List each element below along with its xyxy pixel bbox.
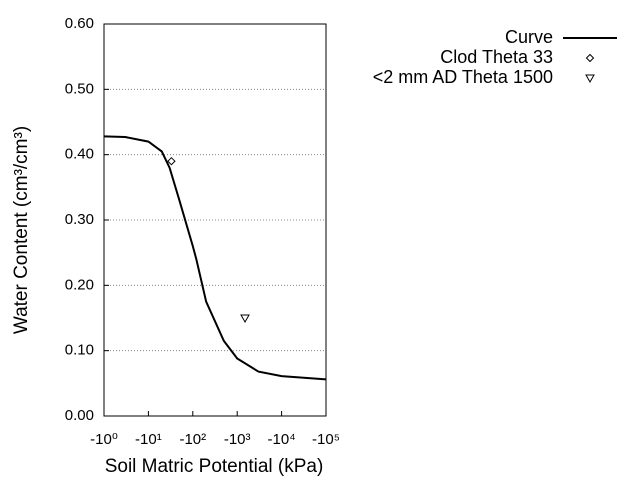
x-axis-label: Soil Matric Potential (kPa) (105, 456, 324, 477)
legend-swatch (585, 53, 595, 63)
y-tick-label: 0.40 (65, 146, 94, 163)
y-tick-label: 0.20 (65, 276, 94, 293)
x-tick-label: -10⁵ (312, 431, 340, 448)
y-tick-label: 0.10 (65, 342, 94, 359)
x-tick-label: -10¹ (135, 431, 162, 448)
y-axis-label: Water Content (cm³/cm³) (11, 126, 32, 334)
y-tick-label: 0.50 (65, 80, 94, 97)
legend-label: Curve (505, 27, 553, 47)
x-tick-label: -10⁴ (268, 431, 296, 448)
curve (103, 135, 327, 381)
data-point (240, 314, 250, 324)
x-tick-label: -10⁰ (90, 431, 118, 448)
plot-frame (103, 23, 327, 417)
x-tick-label: -10³ (224, 431, 251, 448)
x-tick-label: -10² (179, 431, 206, 448)
data-point (167, 156, 176, 166)
legend-swatch (585, 74, 595, 84)
y-tick-label: 0.30 (65, 211, 94, 228)
legend-label: <2 mm AD Theta 1500 (373, 67, 553, 87)
y-tick-label: 0.00 (65, 407, 94, 424)
y-tick-label: 0.60 (65, 15, 94, 32)
legend-label: Clod Theta 33 (440, 47, 553, 67)
